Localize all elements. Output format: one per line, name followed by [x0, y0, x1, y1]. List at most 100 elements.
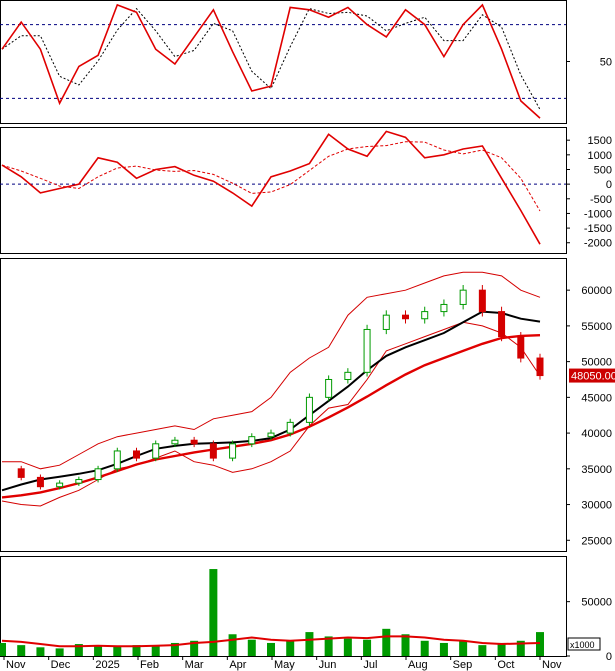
- month-label: Nov: [542, 659, 562, 671]
- volume-bar: [516, 640, 525, 656]
- volume-bar: [190, 640, 199, 656]
- candle-body: [17, 468, 25, 478]
- candle-body: [113, 450, 121, 470]
- volume-bar: [36, 647, 45, 656]
- month-label: May: [274, 659, 295, 671]
- candle-body: [229, 443, 237, 459]
- volume-bar: [228, 634, 237, 656]
- bollinger-lower-line: [1, 321, 541, 507]
- volume-bar: [17, 645, 26, 656]
- candle-body: [382, 314, 390, 330]
- volume-bar: [94, 645, 103, 656]
- candle-body: [498, 311, 506, 338]
- volume-bar: [382, 628, 391, 656]
- volume-bar: [0, 642, 6, 656]
- last-price-tag: [569, 368, 615, 383]
- panel-frame: [0, 258, 567, 552]
- month-label: Aug: [408, 659, 428, 671]
- macd-axis-tick-label: 1000: [588, 150, 612, 162]
- volume-bar: [439, 642, 448, 656]
- candle-body: [248, 436, 256, 445]
- candle-body: [209, 443, 217, 459]
- price-axis-tick-label: 60000: [581, 285, 612, 297]
- candle-body: [421, 311, 429, 320]
- volume-bar: [420, 640, 429, 656]
- candle-body: [402, 314, 409, 320]
- volume-bar: [497, 642, 506, 656]
- volume-bar: [324, 636, 333, 656]
- panel-frame: [0, 127, 567, 254]
- candle-body: [363, 328, 371, 373]
- volume-bar: [74, 644, 83, 656]
- macd-axis-tick-label: 500: [594, 164, 612, 176]
- candle-body: [459, 289, 467, 305]
- candle-body: [190, 439, 198, 445]
- candle-body: [171, 439, 179, 445]
- candle-body: [36, 476, 44, 488]
- volume-bar: [343, 638, 352, 656]
- candle-body: [152, 443, 160, 459]
- volume-bar: [209, 569, 218, 656]
- macd-axis-tick-label: 1500: [588, 135, 612, 147]
- candle-body: [344, 371, 352, 380]
- month-label: Feb: [140, 659, 159, 671]
- last-price-label: 48050.00: [571, 371, 615, 383]
- candle-body: [536, 357, 544, 377]
- macd-axis-tick-label: -2000: [584, 238, 612, 250]
- price-axis-tick-label: 40000: [581, 428, 612, 440]
- volume-bar: [478, 645, 487, 656]
- month-label: Mar: [185, 659, 204, 671]
- price-axis-tick-label: 35000: [581, 464, 612, 476]
- price-axis-tick-label: 50000: [581, 357, 612, 369]
- volume-axis-tick-label: 50000: [581, 597, 612, 609]
- moving-average-fast-line: [1, 310, 541, 492]
- stochastic-main-line: [1, 3, 541, 119]
- volume-bar: [151, 646, 160, 656]
- volume-bar: [305, 632, 314, 656]
- macd-main-line: [1, 130, 541, 245]
- month-label: Jun: [319, 659, 337, 671]
- candle-body: [94, 468, 102, 481]
- volume-average-line: [1, 635, 541, 648]
- macd-axis-tick-label: -1500: [584, 223, 612, 235]
- stochastic-axis-tick-label: 50: [600, 57, 612, 69]
- candle-body: [440, 303, 448, 313]
- month-label: Nov: [6, 659, 26, 671]
- candle-body: [305, 396, 313, 423]
- volume-bar: [247, 639, 256, 656]
- panel-frame: [0, 556, 567, 657]
- price-axis-tick-label: 55000: [581, 321, 612, 333]
- candle-body: [75, 479, 83, 484]
- volume-bar: [286, 640, 295, 656]
- candle-body: [325, 378, 333, 398]
- candle-body: [517, 336, 525, 359]
- candle-body: [478, 289, 486, 313]
- macd-axis-tick-label: 0: [606, 179, 612, 191]
- candle-body: [133, 450, 140, 459]
- volume-bar: [459, 640, 468, 656]
- volume-bar: [113, 646, 122, 656]
- volume-bar: [55, 648, 64, 656]
- volume-bar: [401, 634, 410, 656]
- moving-average-slow-line: [1, 334, 541, 499]
- bollinger-upper-line: [2, 271, 541, 470]
- volume-axis-tick-label: 0: [606, 651, 612, 663]
- volume-bar: [363, 639, 372, 656]
- month-label: 2025: [95, 659, 119, 671]
- month-label: Apr: [229, 659, 246, 671]
- macd-axis-tick-label: -1000: [584, 208, 612, 220]
- price-axis-tick-label: 45000: [581, 392, 612, 404]
- candle-body: [286, 421, 294, 434]
- volume-unit-box: [567, 637, 601, 651]
- month-label: Jul: [363, 659, 377, 671]
- candle-body: [267, 432, 275, 438]
- price-axis-tick-label: 25000: [581, 535, 612, 547]
- macd-axis-tick-label: -500: [590, 194, 612, 206]
- month-label: Oct: [497, 659, 514, 671]
- stochastic-signal-line: [1, 7, 541, 110]
- volume-bar: [170, 642, 179, 656]
- month-label: Sep: [453, 659, 473, 671]
- volume-bar: [536, 632, 544, 656]
- macd-signal-line: [1, 141, 541, 212]
